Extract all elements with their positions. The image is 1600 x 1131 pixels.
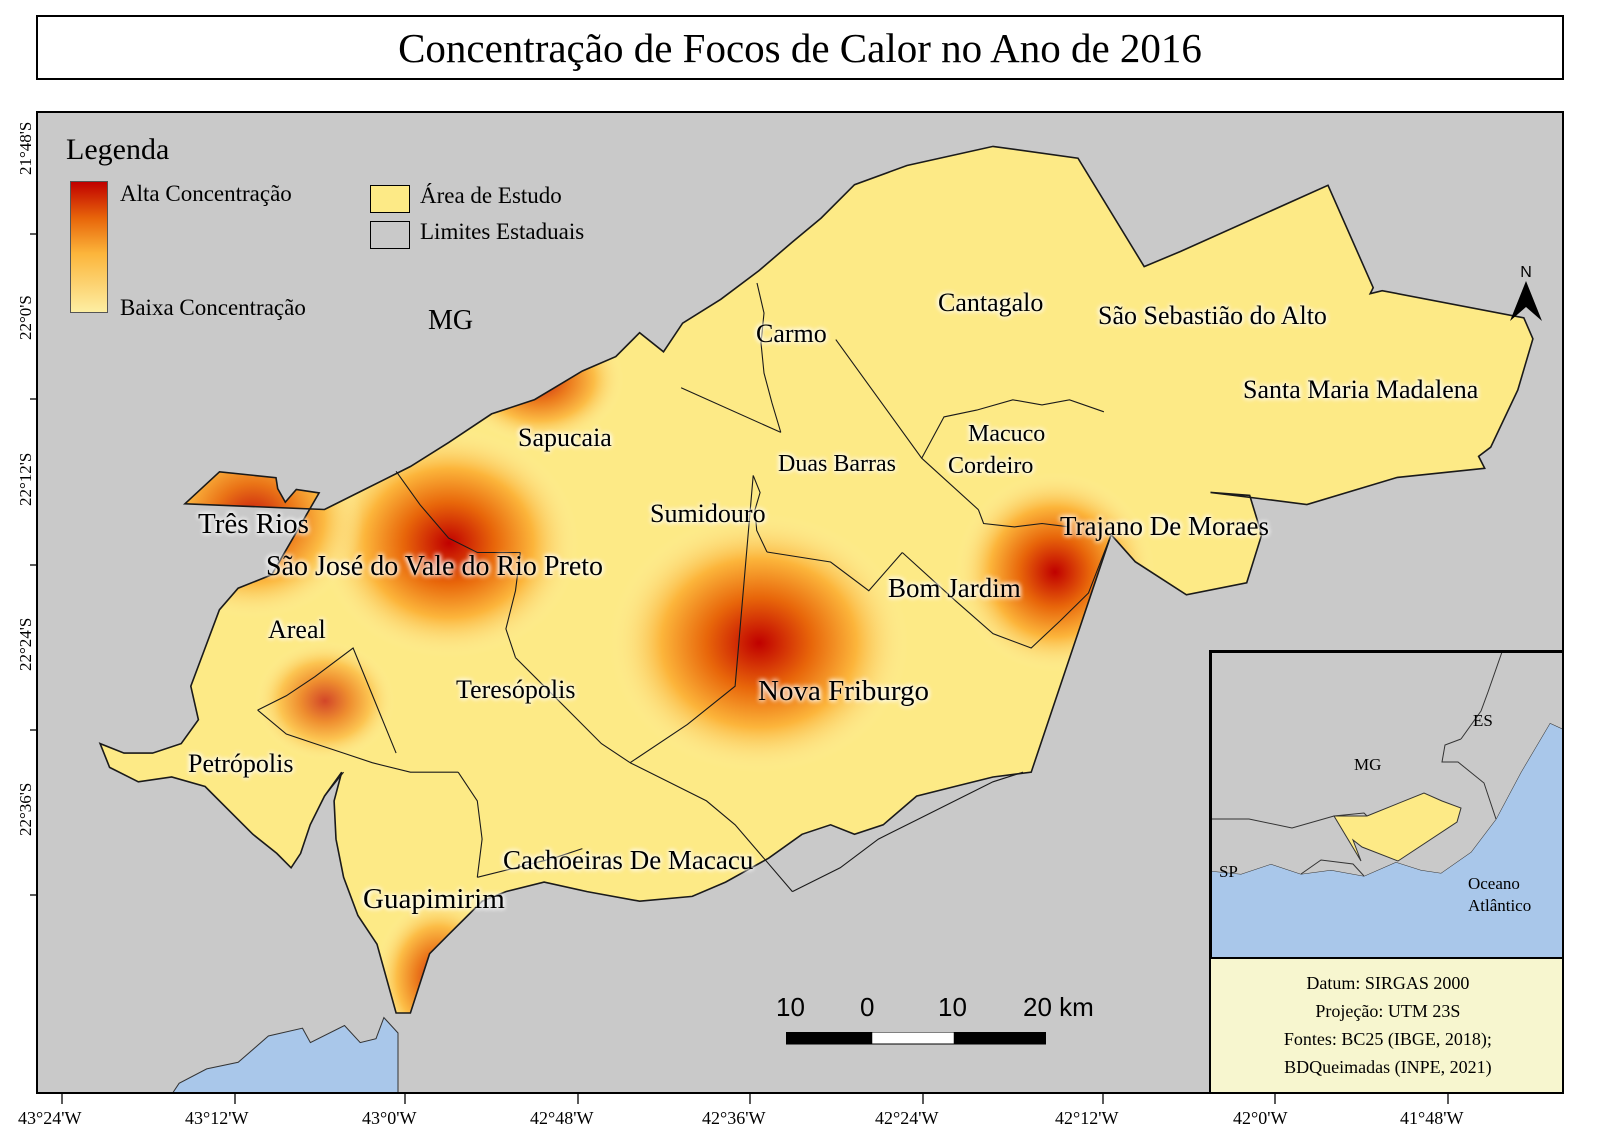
svg-text:Atlântico: Atlântico [1468,896,1531,915]
svg-text:MG: MG [1354,755,1381,774]
svg-text:ES: ES [1473,711,1493,730]
svg-text:SP: SP [1219,862,1238,881]
svg-text:Oceano: Oceano [1468,874,1520,893]
